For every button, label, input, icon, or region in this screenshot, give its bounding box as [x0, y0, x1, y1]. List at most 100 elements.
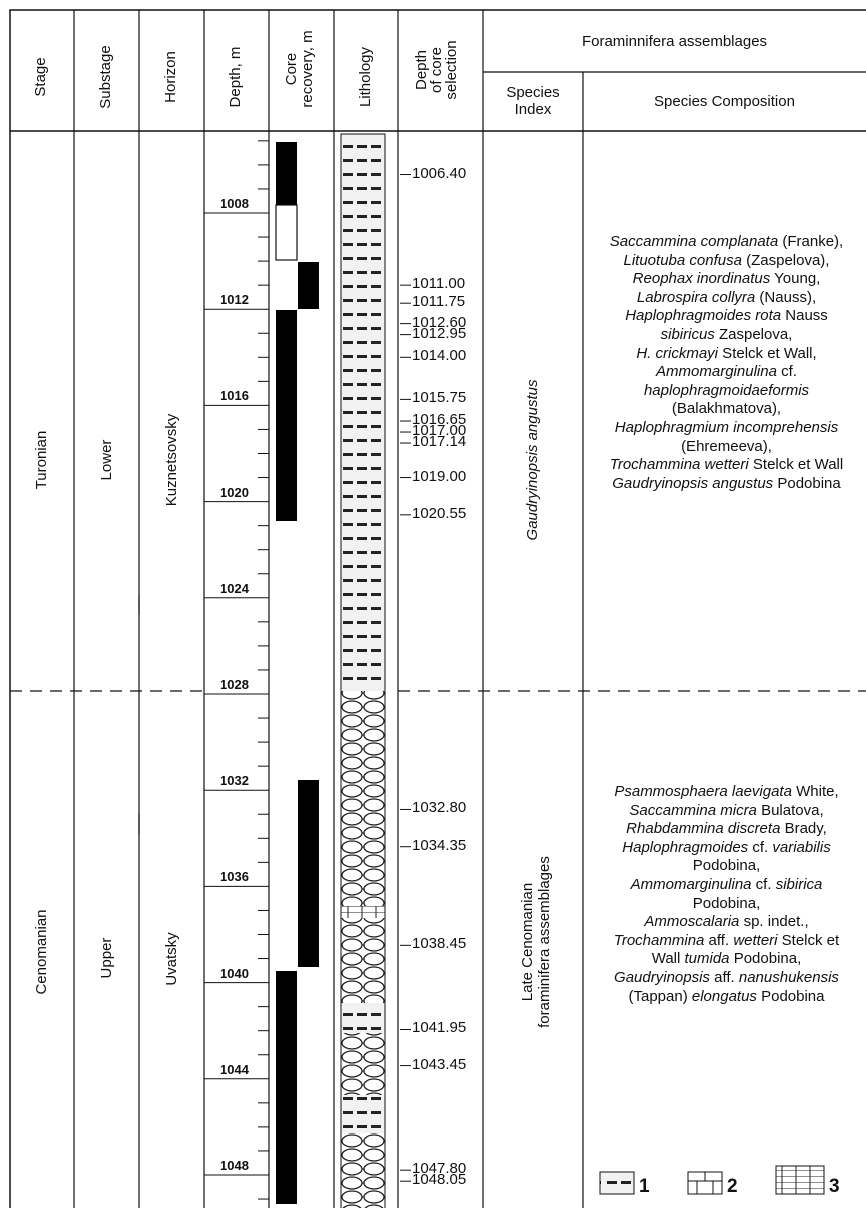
- legend-label-1: 1: [639, 1176, 650, 1197]
- species-index-late-cenomanian-line2: foraminifera assemblages: [536, 856, 553, 1028]
- species-line: (Balakhmatova),: [587, 400, 866, 419]
- species-text: Podobina,: [692, 894, 761, 912]
- species-name: Labrospira collyra: [636, 288, 756, 306]
- selection-depth-label: 1048.05: [412, 1171, 467, 1189]
- species-line: Haplophragmoides cf. variabilis: [587, 839, 866, 858]
- species-index-late-cenomanian: Late Cenomanian foraminifera assemblages: [519, 812, 553, 1072]
- species-line: Trochammina aff. wetteri Stelck et: [587, 932, 866, 951]
- selection-depth-label: 1038.45: [412, 935, 467, 953]
- depth-label: 1024: [220, 580, 249, 596]
- species-name: sibirica: [775, 875, 823, 893]
- legend-label-3: 3: [829, 1176, 840, 1197]
- species-text: White,: [791, 783, 839, 800]
- species-line: Lituotuba confusa (Zaspelova),: [587, 252, 866, 271]
- lithology-sandstone: [341, 1133, 385, 1208]
- species-text: aff.: [704, 931, 734, 949]
- species-name: H. crickmayi: [636, 344, 719, 362]
- species-name: haplophragmoidaeformis: [643, 381, 810, 399]
- core-recovered: [276, 142, 297, 205]
- species-name: Psammosphaera laevigata: [614, 783, 792, 800]
- species-text: (Nauss),: [755, 288, 817, 306]
- header-horizon: Horizon: [162, 51, 179, 103]
- species-name: elongatus: [691, 987, 757, 1005]
- species-name: Haplophragmium incomprehensis: [614, 418, 839, 436]
- selection-depth-label: 1019.00: [412, 467, 467, 485]
- species-text: Brady,: [780, 820, 827, 838]
- depth-label: 1008: [220, 196, 249, 211]
- lithology-clay-bed: [341, 1003, 385, 1033]
- species-text: Stelck et: [777, 931, 840, 949]
- core-recovered: [276, 971, 297, 1204]
- selection-depth-label: 1015.75: [412, 389, 467, 407]
- species-name: tumida: [684, 950, 730, 968]
- species-line: sibiricus Zaspelova,: [587, 326, 866, 345]
- header-species-composition: Species Composition: [654, 93, 795, 110]
- depth-label: 1036: [220, 869, 249, 885]
- species-name: Ammomarginulina: [630, 875, 752, 893]
- species-text: (Franke),: [778, 233, 844, 250]
- depth-ticks: [204, 140, 269, 1200]
- species-line: haplophragmoidaeformis: [587, 382, 866, 401]
- species-index-gaudryinopsis: Gaudryinopsis angustus: [524, 379, 541, 541]
- species-text: cf.: [748, 838, 773, 856]
- species-line: Gaudryinopsis aff. nanushukensis: [587, 969, 866, 988]
- species-text: Podobina,: [692, 857, 761, 875]
- horizon-kuznetsovsky: Kuznetsovsky: [163, 413, 180, 507]
- legend-swatch-brick: [775, 1165, 825, 1195]
- species-line: Trochammina wetteri Stelck et Wall: [587, 456, 866, 475]
- selection-depth-label: 1012.95: [412, 324, 467, 342]
- header-substage: Substage: [97, 45, 114, 109]
- species-text: cf.: [751, 875, 776, 893]
- substage-lower: Lower: [98, 439, 115, 481]
- species-text: (Tappan): [628, 987, 692, 1005]
- legend-label-2: 2: [727, 1176, 738, 1197]
- header-core-recovery-line1: Core: [283, 52, 300, 86]
- header-foraminifera: Foraminnifera assemblages: [581, 33, 768, 50]
- selection-depth-label: 1041.95: [412, 1019, 467, 1037]
- header-depth-selection-line3: selection: [443, 40, 460, 100]
- header-lithology: Lithology: [357, 46, 374, 108]
- depth-label: 1012: [220, 292, 249, 308]
- species-name: Haplophragmoides: [622, 838, 749, 856]
- header-stage: Stage: [32, 57, 49, 97]
- species-line: Labrospira collyra (Nauss),: [587, 289, 866, 308]
- selection-depth-label: 1012.60: [412, 313, 467, 331]
- lithology-sandstone: [341, 691, 385, 906]
- species-index-late-cenomanian-line1: Late Cenomanian: [519, 882, 536, 1002]
- horizon-uvatsky: Uvatsky: [163, 932, 180, 986]
- lithology-sandstone: [341, 918, 385, 1003]
- species-line: Saccammina complanata (Franke),: [587, 233, 866, 252]
- species-text: (Ehremeeva),: [681, 437, 772, 455]
- species-name: Trochammina wetteri: [609, 456, 749, 474]
- depth-label: 1048: [220, 1158, 249, 1173]
- species-line: (Ehremeeva),: [587, 438, 866, 457]
- species-name: Reophax inordinatus: [632, 270, 771, 288]
- selection-depth-label: 1017.14: [412, 433, 467, 451]
- header-species-index-line1: Species: [506, 84, 560, 101]
- species-text: Stelck et Wall,: [718, 344, 817, 362]
- species-name: Saccammina complanata: [609, 233, 779, 250]
- species-line: Podobina,: [587, 895, 866, 914]
- species-line: Rhabdammina discreta Brady,: [587, 820, 866, 839]
- species-composition-upper: Saccammina complanata (Franke), Lituotuba…: [587, 233, 866, 493]
- species-name: variabilis: [772, 838, 831, 856]
- selection-depth-label: 1017.00: [412, 422, 467, 440]
- lithology-clay: [341, 134, 385, 691]
- species-text: cf.: [776, 363, 797, 381]
- depth-label: 1032: [220, 773, 249, 789]
- core-recovered: [298, 262, 319, 309]
- selection-depth-label: 1006.40: [412, 164, 467, 182]
- lithology-clay-bed: [341, 1095, 385, 1133]
- species-text: Nauss: [781, 307, 828, 325]
- species-name: sibiricus: [660, 325, 715, 343]
- stage-cenomanian: Cenomanian: [33, 909, 50, 995]
- species-text: Podobina: [773, 474, 841, 492]
- header-species-index: Species Index: [483, 84, 583, 118]
- selection-depth-label: 1011.75: [412, 293, 466, 311]
- species-text: Young,: [770, 270, 821, 288]
- species-name: Gaudryinopsis: [614, 968, 710, 986]
- depth-label: 1028: [220, 677, 249, 692]
- core-recovered: [276, 310, 297, 521]
- species-text: aff.: [709, 968, 739, 986]
